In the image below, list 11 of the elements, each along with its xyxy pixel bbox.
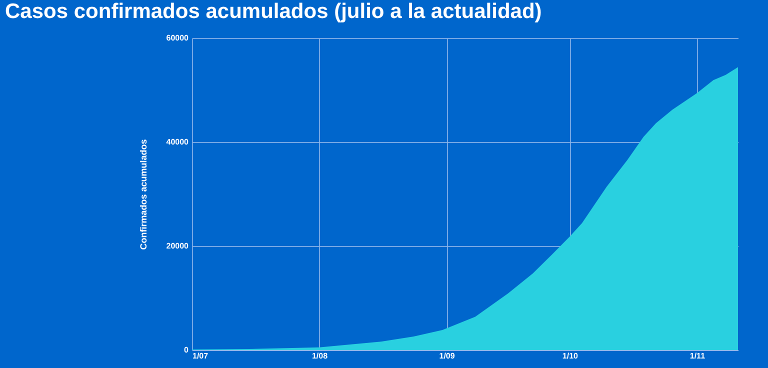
x-tick-label: 1/07 <box>192 352 209 360</box>
y-tick-label: 0 <box>184 346 190 354</box>
y-tick-label: 40000 <box>166 138 190 146</box>
x-tick-label: 1/08 <box>312 352 328 360</box>
y-tick-label: 20000 <box>166 242 190 250</box>
x-tick-label: 1/09 <box>439 352 456 360</box>
y-axis-title: Confirmados acumulados <box>138 139 148 250</box>
x-tick-label: 1/10 <box>562 352 579 360</box>
y-tick-label: 60000 <box>166 34 190 42</box>
x-tick-label: 1/11 <box>690 352 706 360</box>
chart-title: Casos confirmados acumulados (julio a la actualidad) <box>5 0 542 24</box>
